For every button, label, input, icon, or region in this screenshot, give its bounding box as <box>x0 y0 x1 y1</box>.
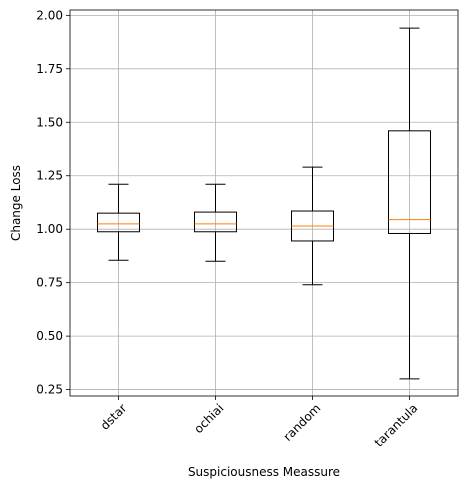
plot-frame <box>70 10 458 396</box>
y-axis-ticks: 0.25 0.50 0.75 1.00 1.25 1.50 1.75 2.00 <box>36 8 70 396</box>
x-tick-label: tarantula <box>372 401 421 450</box>
y-tick-label: 0.75 <box>36 276 63 290</box>
y-tick-label: 0.50 <box>36 329 63 343</box>
boxes <box>98 28 431 379</box>
y-tick-label: 0.25 <box>36 383 63 397</box>
x-axis-ticks: dstar ochiai random tarantula <box>98 396 421 450</box>
y-tick-label: 1.50 <box>36 115 63 129</box>
grid-lines <box>70 10 458 396</box>
y-tick-label: 1.75 <box>36 62 63 76</box>
y-tick-label: 1.00 <box>36 222 63 236</box>
box-random <box>292 167 334 285</box>
y-tick-label: 1.25 <box>36 169 63 183</box>
y-axis-label: Change Loss <box>9 165 23 241</box>
x-axis-label: Suspiciousness Meassure <box>188 465 340 479</box>
x-tick-label: dstar <box>98 401 130 433</box>
x-tick-label: ochiai <box>191 401 226 436</box>
y-tick-label: 2.00 <box>36 8 63 22</box>
x-tick-label: random <box>281 401 324 444</box>
